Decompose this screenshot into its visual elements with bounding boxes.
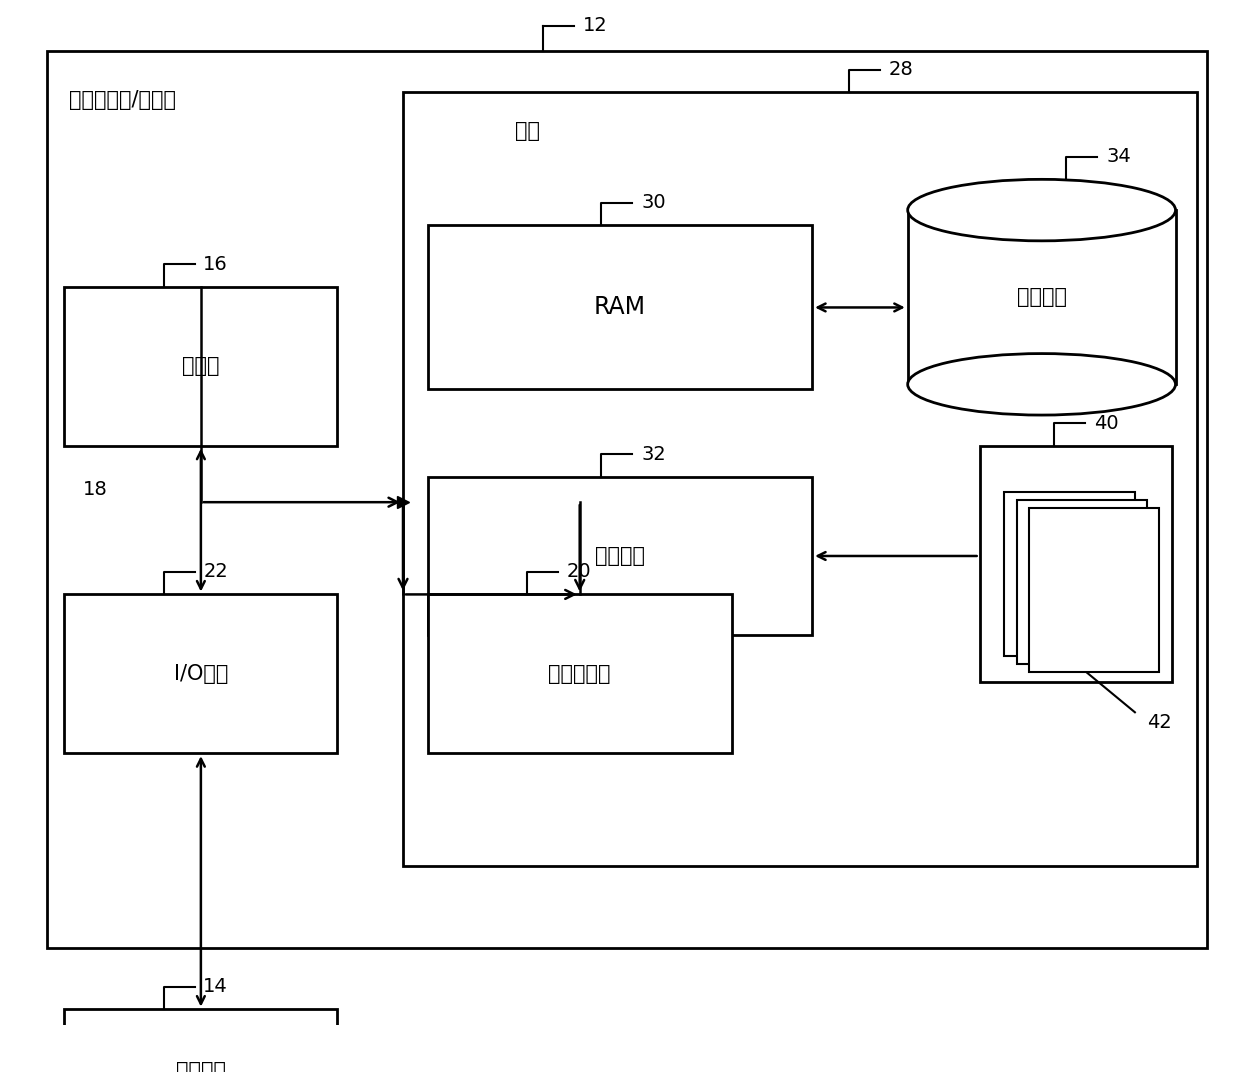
Bar: [403, 92, 1197, 866]
Text: 高速缓存: 高速缓存: [595, 546, 645, 566]
Text: 20: 20: [567, 563, 591, 581]
Text: 14: 14: [203, 978, 228, 997]
Text: 28: 28: [889, 60, 914, 79]
Bar: [64, 287, 337, 446]
Text: 40: 40: [1094, 414, 1118, 433]
Text: 16: 16: [203, 255, 228, 274]
Text: 42: 42: [1147, 713, 1172, 732]
Bar: [428, 594, 732, 754]
Text: 计算机系统/服务器: 计算机系统/服务器: [69, 90, 176, 110]
Text: RAM: RAM: [594, 296, 646, 319]
Text: 存储系统: 存储系统: [1017, 287, 1066, 308]
Text: 内存: 内存: [515, 121, 539, 140]
Text: 网络适配器: 网络适配器: [548, 664, 611, 684]
Bar: [908, 210, 1176, 385]
Text: 外部设备: 外部设备: [176, 1061, 226, 1072]
Bar: [1017, 501, 1147, 665]
Text: 30: 30: [641, 193, 666, 212]
Text: 12: 12: [583, 16, 608, 35]
Ellipse shape: [908, 354, 1176, 415]
Bar: [47, 51, 1207, 948]
Bar: [64, 1010, 337, 1072]
Bar: [64, 594, 337, 754]
Text: 18: 18: [83, 480, 108, 500]
Text: 22: 22: [203, 563, 228, 581]
Bar: [428, 477, 812, 636]
Bar: [1004, 492, 1135, 656]
Text: 34: 34: [1106, 147, 1131, 166]
Text: 处理器: 处理器: [182, 356, 219, 376]
Bar: [1029, 508, 1159, 672]
Text: I/O接口: I/O接口: [174, 664, 228, 684]
Bar: [980, 446, 1172, 682]
Bar: [428, 225, 812, 389]
Ellipse shape: [908, 179, 1176, 241]
Text: 32: 32: [641, 445, 666, 463]
